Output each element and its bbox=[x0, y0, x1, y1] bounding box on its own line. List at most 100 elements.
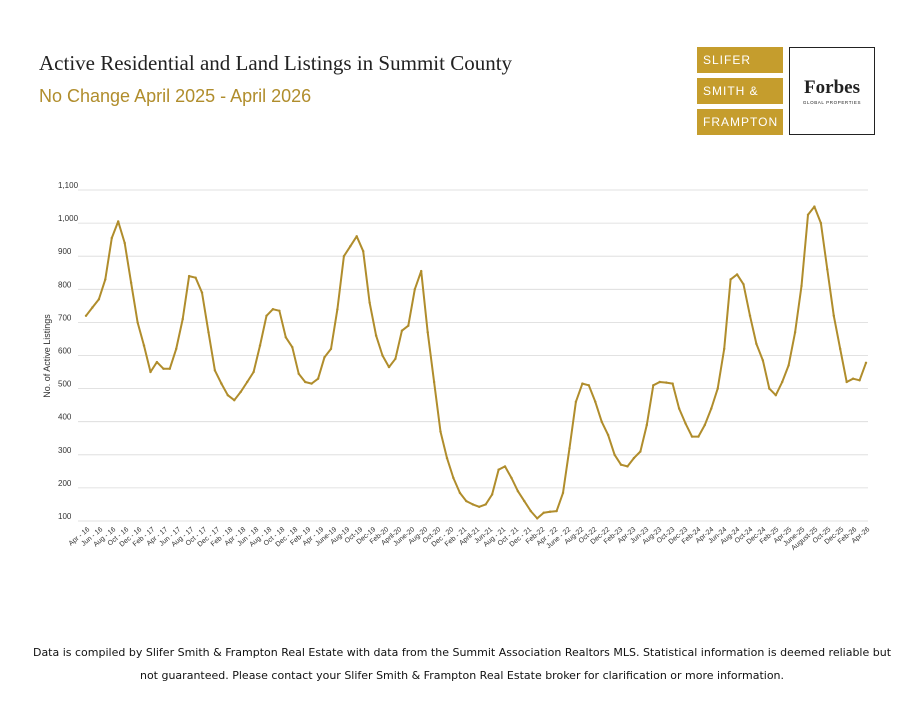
data-point bbox=[265, 314, 268, 317]
data-point bbox=[413, 288, 416, 291]
data-point bbox=[226, 394, 229, 397]
data-point bbox=[84, 314, 88, 317]
data-point bbox=[542, 511, 545, 514]
data-point bbox=[639, 450, 642, 453]
data-point bbox=[723, 347, 726, 351]
data-point bbox=[742, 283, 745, 286]
brand-line-slifer: SLIFER bbox=[697, 47, 783, 73]
data-point bbox=[168, 367, 171, 370]
data-point bbox=[851, 377, 855, 380]
data-point bbox=[181, 317, 184, 321]
data-point bbox=[561, 491, 565, 495]
data-point bbox=[233, 399, 236, 402]
data-point bbox=[806, 213, 810, 216]
brand-line-frampton: FRAMPTON bbox=[697, 109, 783, 135]
y-tick-label: 800 bbox=[58, 280, 72, 289]
data-point bbox=[381, 354, 384, 357]
data-point bbox=[400, 329, 404, 332]
data-point bbox=[252, 370, 255, 374]
data-point bbox=[568, 447, 571, 450]
data-point bbox=[207, 331, 210, 334]
data-point bbox=[781, 380, 784, 384]
y-tick-label: 1,100 bbox=[58, 181, 79, 190]
data-point bbox=[136, 321, 139, 324]
data-point bbox=[516, 490, 520, 493]
y-tick-label: 900 bbox=[58, 247, 72, 256]
data-point bbox=[439, 430, 442, 433]
data-point bbox=[342, 255, 346, 258]
footer-disclaimer-line1: Data is compiled by Slifer Smith & Framp… bbox=[32, 646, 892, 659]
data-point bbox=[503, 465, 507, 468]
data-point bbox=[832, 314, 835, 317]
data-point bbox=[271, 308, 275, 311]
data-point bbox=[555, 509, 558, 513]
data-point bbox=[774, 394, 777, 397]
y-axis-label: No. of Active Listings bbox=[42, 314, 52, 398]
data-point bbox=[97, 298, 101, 301]
data-point bbox=[684, 422, 687, 425]
data-point bbox=[600, 420, 603, 423]
page-subtitle: No Change April 2025 - April 2026 bbox=[39, 86, 312, 106]
y-tick-label: 500 bbox=[58, 380, 72, 389]
data-point bbox=[142, 344, 146, 347]
data-point bbox=[839, 347, 842, 351]
data-point bbox=[813, 205, 816, 208]
data-point bbox=[665, 381, 668, 384]
data-point bbox=[200, 291, 204, 294]
data-point bbox=[548, 510, 552, 513]
data-point bbox=[155, 360, 159, 364]
data-point bbox=[123, 241, 126, 245]
y-tick-label: 1,000 bbox=[58, 214, 79, 223]
data-point bbox=[594, 400, 597, 403]
data-point bbox=[374, 334, 378, 337]
data-point bbox=[110, 236, 114, 240]
data-point bbox=[220, 382, 223, 385]
data-point bbox=[729, 278, 732, 281]
data-point bbox=[845, 380, 848, 384]
data-point bbox=[304, 380, 307, 384]
data-point bbox=[574, 400, 578, 403]
data-point bbox=[690, 435, 694, 438]
data-point bbox=[362, 250, 365, 253]
y-tick-label: 700 bbox=[58, 313, 72, 322]
data-point bbox=[523, 499, 526, 503]
data-point bbox=[471, 503, 474, 506]
data-point bbox=[213, 369, 217, 372]
data-point bbox=[858, 379, 861, 382]
data-point bbox=[407, 324, 410, 327]
data-point bbox=[368, 301, 371, 304]
data-point bbox=[465, 499, 468, 503]
data-point bbox=[645, 423, 648, 427]
data-point bbox=[619, 463, 623, 466]
data-point bbox=[323, 356, 326, 359]
data-point bbox=[652, 384, 655, 387]
data-point bbox=[755, 342, 758, 346]
forbes-logo: Forbes GLOBAL PROPERTIES bbox=[789, 47, 875, 135]
data-point bbox=[194, 276, 197, 279]
data-point bbox=[529, 509, 532, 513]
data-point bbox=[394, 357, 397, 360]
data-point bbox=[187, 274, 191, 278]
data-point bbox=[162, 367, 165, 370]
data-point bbox=[671, 382, 674, 385]
data-point bbox=[91, 306, 94, 309]
data-point bbox=[510, 476, 513, 480]
data-point bbox=[677, 407, 681, 410]
data-point bbox=[632, 456, 636, 460]
data-point bbox=[581, 382, 584, 385]
data-point bbox=[246, 380, 249, 384]
data-point bbox=[800, 284, 803, 288]
data-point bbox=[787, 364, 790, 367]
data-point bbox=[349, 245, 352, 248]
forbes-subtitle: GLOBAL PROPERTIES bbox=[802, 99, 862, 105]
data-point bbox=[445, 456, 449, 460]
y-tick-label: 400 bbox=[58, 413, 72, 422]
data-point bbox=[484, 503, 487, 506]
data-point bbox=[735, 273, 739, 276]
data-point bbox=[819, 221, 823, 225]
series-line-active-listings bbox=[85, 205, 867, 520]
data-point bbox=[329, 347, 333, 351]
data-point bbox=[478, 505, 481, 508]
data-point bbox=[258, 344, 262, 347]
footer-disclaimer-line2: not guaranteed. Please contact your Slif… bbox=[139, 669, 785, 682]
